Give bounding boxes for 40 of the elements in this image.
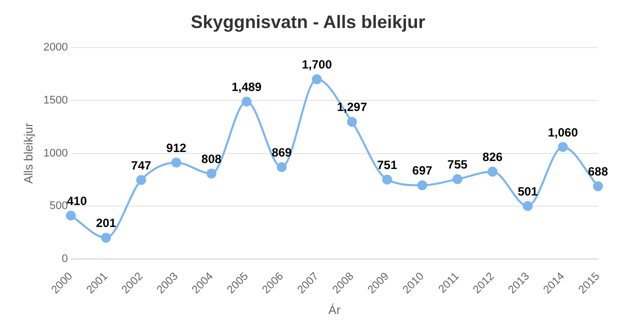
point: [417, 180, 428, 190]
data-label: 1,489: [232, 80, 262, 94]
y-tick-label: 500: [50, 200, 68, 212]
point: [312, 74, 322, 84]
data-label: 1,060: [548, 125, 578, 140]
point: [522, 201, 533, 212]
y-tick-label: 2000: [43, 42, 68, 54]
point: [171, 158, 182, 168]
point: [347, 116, 358, 127]
data-label: 751: [377, 158, 398, 172]
data-label: 501: [518, 184, 538, 198]
point: [382, 174, 392, 185]
data-label: 826: [482, 150, 503, 164]
data-label: 912: [166, 140, 187, 155]
point: [276, 162, 287, 172]
y-axis-title: Alls bleikjur: [22, 122, 36, 184]
data-label: 688: [588, 164, 608, 179]
point: [488, 166, 498, 177]
y-tick-label: 1000: [43, 147, 68, 160]
data-label: 697: [412, 164, 433, 178]
point: [593, 181, 603, 192]
data-label: 201: [96, 216, 116, 230]
data-label: 1,700: [302, 58, 332, 72]
point: [101, 232, 112, 243]
point: [66, 210, 76, 221]
y-tick-label: 0: [62, 252, 68, 265]
x-axis-title: Ár: [328, 303, 340, 318]
point: [558, 142, 568, 152]
point: [242, 96, 252, 107]
data-label: 808: [201, 152, 222, 166]
point: [206, 168, 216, 179]
point: [136, 175, 146, 186]
data-label: 747: [131, 158, 152, 172]
point: [452, 174, 462, 184]
data-label: 755: [447, 157, 468, 172]
y-tick-label: 1500: [43, 94, 68, 106]
chart-title: Skyggnisvatn - Alls bleikjur: [190, 12, 426, 32]
data-label: 410: [66, 194, 88, 208]
data-label: 1,297: [336, 100, 368, 114]
data-label: 869: [272, 145, 292, 160]
